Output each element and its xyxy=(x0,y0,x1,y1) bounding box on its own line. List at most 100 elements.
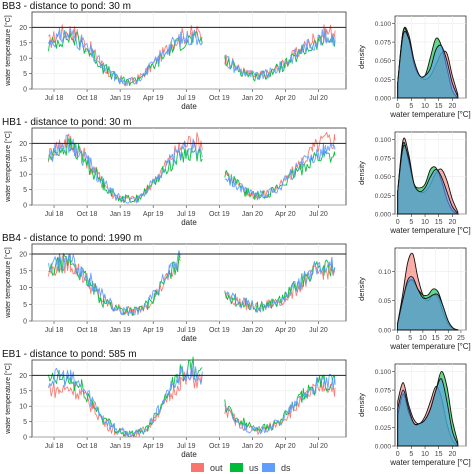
x-tick-label: 5 xyxy=(408,335,412,342)
x-tick-label: Jul 18 xyxy=(45,443,64,450)
x-tick-label: Apr 19 xyxy=(143,211,164,218)
y-tick-label: 0.10 xyxy=(378,269,391,276)
x-tick-label: 0 xyxy=(396,219,400,226)
y-tick-label: 0.075 xyxy=(375,388,392,395)
x-tick-label: 20 xyxy=(444,335,452,342)
x-tick-label: Jul 19 xyxy=(177,443,196,450)
panel-title: BB3 - distance to pond: 30 m xyxy=(2,1,131,12)
x-tick-label: Jan 19 xyxy=(110,211,131,218)
y-tick-label: 5 xyxy=(23,419,27,426)
x-tick-label: 25 xyxy=(457,335,465,342)
y-tick-label: 5 xyxy=(23,71,27,78)
series-line-ds xyxy=(48,27,336,87)
legend-swatch-out xyxy=(191,463,204,472)
panel-title: EB1 - distance to pond: 585 m xyxy=(2,349,137,360)
y-tick-label: 20 xyxy=(19,25,27,32)
legend-label-out: out xyxy=(210,463,223,473)
y-tick-label: 0.025 xyxy=(375,425,392,432)
y-axis-title: water temperature [°C] xyxy=(4,131,12,203)
y-tick-label: 10 xyxy=(19,285,27,292)
y-tick-label: 0.00 xyxy=(378,328,391,335)
x-tick-label: Jan 20 xyxy=(242,211,263,218)
y-axis-title: water temperature [°C] xyxy=(4,247,12,319)
x-tick-label: Apr 19 xyxy=(143,443,164,450)
x-tick-label: Apr 19 xyxy=(143,327,164,334)
y-axis-title: density xyxy=(357,161,366,185)
x-axis-title: date xyxy=(181,102,197,111)
panel-title: BB4 - distance to pond: 1990 m xyxy=(2,233,142,244)
x-tick-label: Jul 20 xyxy=(309,95,328,102)
y-tick-label: 0 xyxy=(23,319,27,326)
y-axis-title: water temperature [°C] xyxy=(4,15,12,87)
density-panel: 0 5 10 15 20 0.000 0.025 0.050 0.075 0.100 water t… xyxy=(357,15,471,119)
x-tick-label: 15 xyxy=(435,103,443,110)
timeseries-panel: Jul 18 Oct 18 Jan 19 Apr 19 Jul 19 Oct 19 Jan … xyxy=(4,356,347,459)
panel-row-1: BB3 - distance to pond: 30 m Jul 18 Oct 18… xyxy=(2,1,471,119)
x-tick-label: Oct 19 xyxy=(209,95,230,102)
y-tick-label: 20 xyxy=(19,141,27,148)
y-tick-label: 0.05 xyxy=(378,298,391,305)
y-tick-label: 15 xyxy=(19,156,27,163)
y-tick-label: 0.100 xyxy=(375,369,392,376)
y-tick-label: 0 xyxy=(23,435,27,442)
x-tick-label: 5 xyxy=(409,451,413,458)
x-tick-label: 0 xyxy=(396,103,400,110)
y-tick-label: 20 xyxy=(19,373,27,380)
legend: out us ds xyxy=(191,463,291,473)
x-tick-label: Jul 19 xyxy=(177,211,196,218)
y-axis-title: density xyxy=(357,393,366,417)
density-panel: 0 5 10 15 20 0.000 0.025 0.050 0.075 0.100 water t… xyxy=(357,131,471,235)
density-panel: 0 5 10 15 20 0.000 0.025 0.050 0.075 0.100 water t… xyxy=(357,363,471,467)
y-tick-label: 10 xyxy=(19,56,27,63)
x-tick-label: Oct 18 xyxy=(77,443,98,450)
x-tick-label: Jul 20 xyxy=(309,327,328,334)
panel-title: HB1 - distance to pond: 30 m xyxy=(2,117,132,128)
x-tick-label: Apr 20 xyxy=(275,95,296,102)
y-axis-title: density xyxy=(357,277,366,301)
y-tick-label: 0.050 xyxy=(375,58,392,65)
panel-row-3: BB4 - distance to pond: 1990 m Jul 18 Oct … xyxy=(2,233,471,351)
y-tick-label: 0.000 xyxy=(375,96,392,103)
x-tick-label: 15 xyxy=(435,451,443,458)
x-axis-title: water temperature [°C] xyxy=(389,342,471,351)
x-tick-label: Jul 19 xyxy=(177,327,196,334)
x-tick-label: 10 xyxy=(421,219,429,226)
density-area-ds xyxy=(397,378,459,447)
series-line-ds xyxy=(48,362,336,437)
x-tick-label: 0 xyxy=(396,451,400,458)
x-tick-label: Jan 20 xyxy=(242,327,263,334)
y-tick-label: 0.025 xyxy=(375,77,392,84)
y-tick-label: 0.075 xyxy=(375,40,392,47)
density-panel: 0 5 10 15 20 25 0.00 0.05 0.10 water temperature … xyxy=(357,247,471,351)
x-tick-label: Oct 19 xyxy=(209,327,230,334)
x-tick-label: Jan 20 xyxy=(242,443,263,450)
panel-row-2: HB1 - distance to pond: 30 m Jul 18 Oct 18… xyxy=(2,117,471,235)
y-tick-label: 5 xyxy=(23,302,27,309)
x-tick-label: Jan 19 xyxy=(110,327,131,334)
x-tick-label: Oct 18 xyxy=(77,95,98,102)
y-axis-title: density xyxy=(357,45,366,69)
series-line-ds xyxy=(48,134,336,204)
x-axis-title: date xyxy=(181,334,197,343)
x-tick-label: Jul 18 xyxy=(45,211,64,218)
x-axis-title: water temperature [°C] xyxy=(389,458,471,467)
x-tick-label: Apr 19 xyxy=(143,95,164,102)
series-line-ds xyxy=(48,250,336,316)
x-tick-label: 20 xyxy=(448,219,456,226)
x-tick-label: Jan 20 xyxy=(242,95,263,102)
x-axis-title: date xyxy=(181,218,197,227)
y-tick-label: 5 xyxy=(23,187,27,194)
x-tick-label: Oct 19 xyxy=(209,211,230,218)
legend-label-us: us xyxy=(249,463,259,473)
y-tick-label: 15 xyxy=(19,268,27,275)
panel-row-4: EB1 - distance to pond: 585 m Jul 18 Oct 1… xyxy=(2,349,471,467)
x-tick-label: 10 xyxy=(419,335,427,342)
x-tick-label: Jan 19 xyxy=(110,443,131,450)
density-area-ds xyxy=(397,144,459,215)
y-tick-label: 0.050 xyxy=(375,406,392,413)
x-tick-label: Jul 18 xyxy=(45,327,64,334)
y-tick-label: 0.100 xyxy=(375,137,392,144)
x-tick-label: 0 xyxy=(396,335,400,342)
x-tick-label: Jul 20 xyxy=(309,443,328,450)
